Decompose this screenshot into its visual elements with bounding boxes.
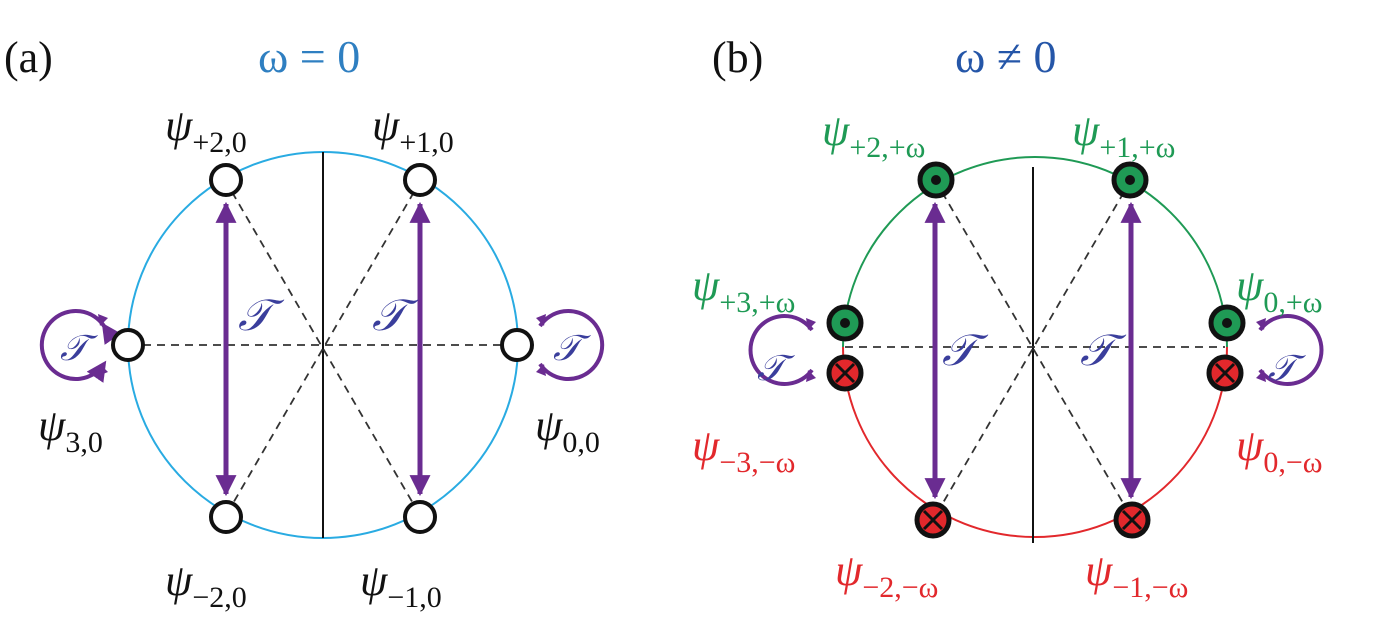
panel-a-title: ω = 0	[258, 31, 360, 82]
t-loop-right	[1258, 314, 1324, 386]
state-label: ψ0,−ω	[1236, 421, 1323, 479]
state-label: ψ+2,+ω	[822, 106, 925, 164]
state-node	[500, 328, 534, 362]
upper-arc	[842, 156, 1228, 348]
panel-a: (a) ω = 0 𝒯 𝒯 𝒯 𝒯 ψ+	[4, 31, 605, 614]
panel-b: (b) ω ≠ 0 𝒯 𝒯 𝒯 𝒯	[692, 31, 1324, 604]
operator-t: 𝒯	[372, 291, 419, 340]
dot-nodes	[826, 161, 1246, 342]
state-label: ψ0,0	[535, 401, 600, 459]
operator-t: 𝒯	[60, 328, 98, 368]
operator-t: 𝒯	[238, 291, 285, 340]
state-node	[209, 500, 243, 534]
t-loop-left	[748, 314, 814, 386]
state-label: ψ−2,0	[165, 556, 247, 614]
panel-a-label: (a)	[4, 33, 53, 82]
panel-b-label: (b)	[712, 33, 763, 82]
lower-arc	[842, 346, 1228, 538]
dashed-lines	[845, 191, 1225, 509]
cross-node	[1206, 354, 1244, 392]
state-node	[209, 163, 243, 197]
dashed-lines	[143, 191, 501, 506]
panel-b-title: ω ≠ 0	[955, 31, 1057, 82]
cross-node	[1113, 501, 1151, 539]
t-loop-left	[39, 309, 122, 383]
operator-t: 𝒯	[942, 326, 989, 375]
state-label: ψ−3,−ω	[692, 421, 795, 479]
state-node	[403, 163, 437, 197]
state-label: ψ−2,−ω	[835, 546, 938, 604]
state-label: ψ3,0	[38, 401, 103, 459]
state-label: ψ+3,+ω	[692, 261, 795, 319]
cross-node	[914, 501, 952, 539]
operator-t: 𝒯	[553, 328, 591, 368]
state-label: ψ−1,0	[360, 556, 442, 614]
state-label: ψ+2,0	[165, 101, 247, 159]
state-node	[403, 500, 437, 534]
dot-node	[917, 161, 955, 199]
state-label: ψ0,+ω	[1236, 261, 1323, 319]
state-node	[111, 328, 145, 362]
operator-t: 𝒯	[1080, 326, 1127, 375]
dot-node	[826, 304, 864, 342]
t-loop-right	[538, 309, 605, 381]
cross-nodes	[826, 354, 1244, 539]
dot-node	[1111, 161, 1149, 199]
state-label: ψ+1,+ω	[1072, 106, 1175, 164]
cross-node	[826, 354, 864, 392]
state-label: ψ−1,−ω	[1085, 546, 1188, 604]
state-nodes	[111, 163, 534, 534]
state-label: ψ+1,0	[372, 101, 454, 159]
dot-node	[1208, 304, 1246, 342]
